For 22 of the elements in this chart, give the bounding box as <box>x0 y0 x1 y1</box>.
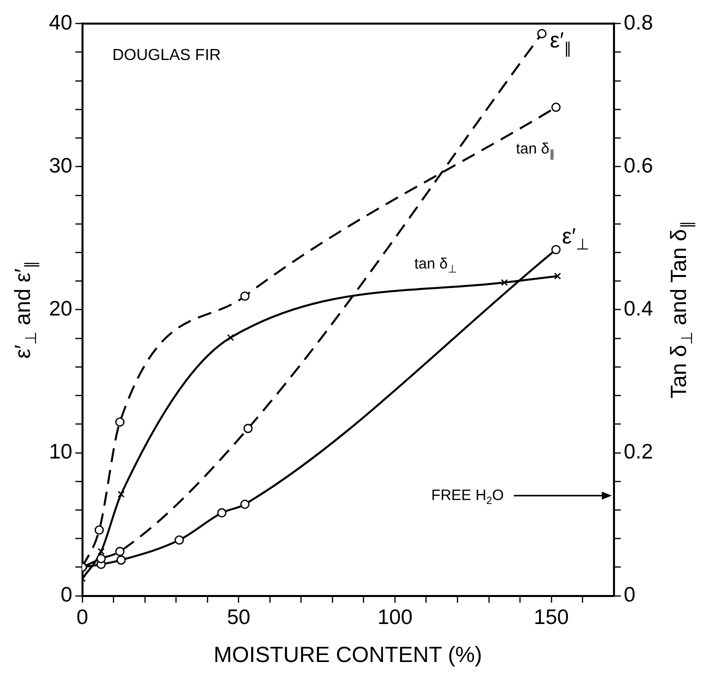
y-tick-label: 10 <box>49 440 72 464</box>
series-label: ε′⊥ <box>562 224 590 254</box>
series-label: tan δ⊥ <box>414 256 457 276</box>
annotation: DOUGLAS FIR <box>112 47 221 64</box>
y-tick-label: 20 <box>49 297 72 320</box>
y2-tick-label: 0.6 <box>624 154 654 178</box>
y-tick-label: 30 <box>49 154 72 178</box>
y2-tick-label: 0.2 <box>624 440 654 464</box>
x-tick-label: 0 <box>76 606 88 630</box>
y-axis-title: ε′⊥ and ε′∥ <box>10 260 40 359</box>
y2-tick-label: 0.8 <box>624 11 654 34</box>
series-label: tan δ∥ <box>516 140 555 160</box>
y2-tick-label: 0 <box>624 584 636 607</box>
y-tick-label: 0 <box>60 584 72 607</box>
y2-axis-title: Tan δ⊥ and Tan δ∥ <box>666 220 696 399</box>
x-tick-label: 150 <box>534 606 569 630</box>
series-label: ε′∥ <box>550 28 572 58</box>
y-tick-label: 40 <box>49 11 72 34</box>
y2-tick-label: 0.4 <box>624 297 654 320</box>
x-tick-label: 50 <box>226 606 250 630</box>
x-axis-title: MOISTURE CONTENT (%) <box>214 642 482 668</box>
x-tick-label: 100 <box>377 606 412 630</box>
